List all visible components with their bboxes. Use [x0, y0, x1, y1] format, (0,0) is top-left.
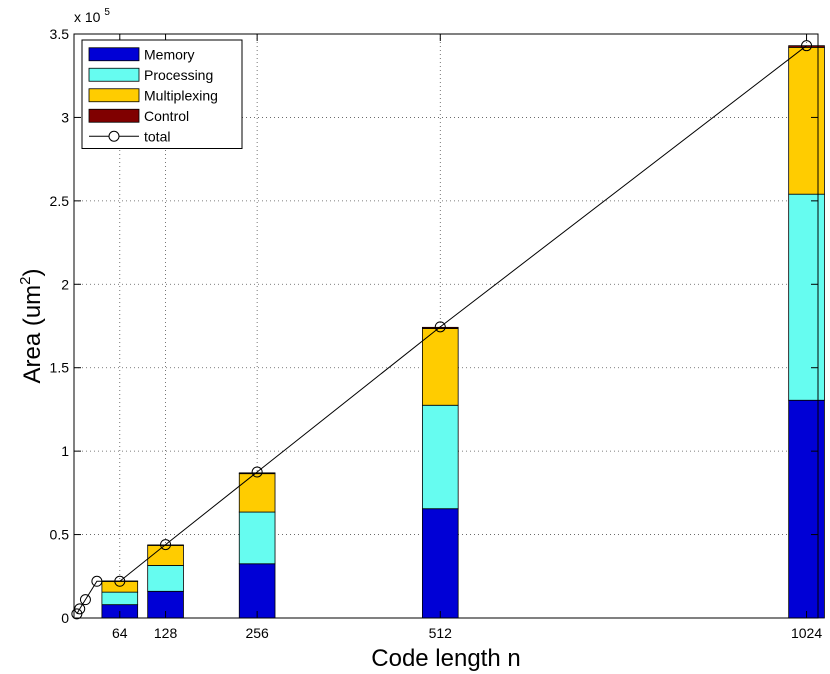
bar-control-1024	[788, 45, 825, 48]
bar-processing-128	[147, 565, 184, 592]
plot-frame	[73, 33, 819, 619]
y-axis-label-close: )	[19, 268, 46, 276]
total-point	[251, 466, 263, 478]
bar-processing-1024	[788, 193, 825, 401]
bar-control-512	[421, 326, 459, 329]
legend-marker-total	[108, 130, 120, 142]
y-tick-label: 2.5	[50, 193, 70, 209]
bar-processing-64	[101, 591, 139, 606]
x-axis-label: Code length n	[371, 645, 520, 672]
axes-ticks: 0 0.5 1 1.5 2 2.5 3 3.5 64 128 256 512 1024	[50, 26, 823, 641]
total-line	[71, 40, 813, 620]
legend-swatch-control	[88, 108, 140, 123]
bar-multiplexing-512	[421, 328, 459, 406]
bar-multiplexing-128	[147, 545, 184, 566]
y-tick-label: 1	[61, 443, 69, 459]
y-tick-label: 1.5	[50, 360, 70, 376]
y-tick-label: 3.5	[50, 26, 70, 42]
bar-multiplexing-256	[238, 473, 276, 513]
total-series-line	[76, 45, 807, 615]
bar-processing-256	[238, 511, 276, 565]
total-point	[114, 575, 126, 587]
legend-swatch-multiplexing	[88, 88, 140, 103]
y-axis-label-main: Area (um	[19, 285, 46, 384]
y-tick-label: 0	[61, 610, 69, 626]
x-tick-label: 512	[429, 625, 453, 641]
y-tick-label: 3	[61, 109, 69, 125]
multiplier-exponent: 5	[104, 7, 110, 18]
total-point	[160, 539, 172, 551]
total-point	[79, 594, 91, 606]
total-point	[434, 321, 446, 333]
x-tick-label: 1024	[791, 625, 822, 641]
y-tick-label: 0.5	[50, 527, 70, 543]
bar-memory-1024	[788, 399, 825, 619]
bar-control-256	[238, 472, 276, 475]
legend-swatch-processing	[88, 67, 140, 82]
y-tick-label: 2	[61, 276, 69, 292]
y-axis-label-superscript: 2	[17, 276, 34, 284]
legend-swatch-memory	[88, 47, 140, 62]
total-point	[74, 603, 86, 615]
x-tick-label: 64	[112, 625, 128, 641]
bar-processing-512	[421, 404, 459, 510]
legend-items: Memory Processing Multiplexing Control total	[88, 46, 218, 144]
legend-label-processing: Processing	[144, 67, 213, 83]
y-axis-label: Area (um2)	[17, 268, 46, 383]
bar-memory-512	[421, 508, 459, 619]
bar-memory-256	[238, 563, 276, 619]
legend: Memory Processing Multiplexing Control total	[81, 39, 243, 149]
total-point	[91, 575, 103, 587]
legend-label-memory: Memory	[144, 46, 195, 62]
legend-label-control: Control	[144, 108, 189, 124]
legend-label-multiplexing: Multiplexing	[144, 87, 218, 103]
x-tick-label: 128	[154, 625, 178, 641]
multiplier-base: x 10	[74, 9, 101, 25]
y-axis-multiplier: x 10 5	[74, 7, 110, 25]
bar-multiplexing-1024	[788, 46, 825, 195]
legend-label-total: total	[144, 128, 170, 144]
x-tick-label: 256	[245, 625, 269, 641]
